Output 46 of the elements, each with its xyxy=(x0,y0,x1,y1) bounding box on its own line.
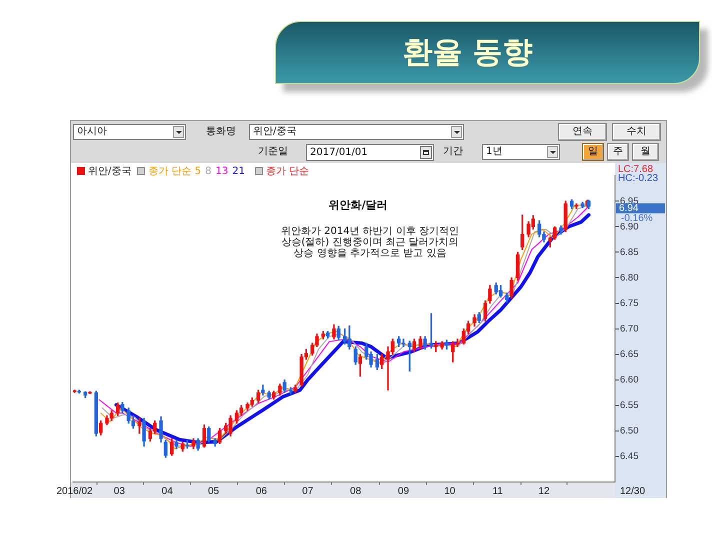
text: 기준일 xyxy=(258,146,288,157)
y-tick-label: 6.65 xyxy=(620,348,638,360)
chart-title: 환율 동향 xyxy=(402,34,533,72)
button: 월 xyxy=(632,143,659,161)
x-tick-label: 10 xyxy=(444,486,456,497)
x-tick-label: 11 xyxy=(492,486,504,497)
text: 통화명 xyxy=(206,126,236,137)
dropdown: 1년 xyxy=(482,144,560,160)
x-tick-label: 2016/02 xyxy=(56,486,94,497)
y-tick-label: 6.75 xyxy=(620,298,638,309)
y-tick-label: 6.80 xyxy=(620,272,638,284)
annotation: 위안화가 2014년 하반기 이후 장기적인 상승(절하) 진행중이며 최근 달러가치의 상승 영향을 추가적으로 받고 있음 xyxy=(280,226,460,260)
text: 13 xyxy=(215,166,228,176)
legend-label: 위안/중국 xyxy=(88,165,132,178)
text: 8 xyxy=(205,166,212,176)
y-tick-label: 6.55 xyxy=(620,400,638,412)
y-tick-label: 6.85 xyxy=(620,246,638,258)
button: 일 xyxy=(582,143,604,161)
text: 위안화/달러 xyxy=(328,198,388,212)
button: 연속 xyxy=(558,123,607,141)
button: 수치 xyxy=(612,123,661,141)
text: 12/30 xyxy=(620,486,646,497)
x-tick-label: 03 xyxy=(114,486,126,497)
annotation: 종가 단순 xyxy=(266,165,310,178)
text: HC:-0.23 xyxy=(618,172,658,184)
text: -0.16% xyxy=(621,212,653,224)
y-tick-label: 6.90 xyxy=(620,221,638,232)
x-tick-label: 04 xyxy=(162,486,174,497)
x-tick-label: 06 xyxy=(256,486,268,497)
y-tick-label: 6.45 xyxy=(620,451,638,462)
y-tick-label: 6.70 xyxy=(620,323,638,334)
dropdown: 위안/중국 xyxy=(249,124,464,140)
x-tick-label: 05 xyxy=(208,486,220,497)
y-tick-label: 6.60 xyxy=(620,374,638,386)
y-tick-label: 6.50 xyxy=(620,426,638,437)
date-field: 2017/01/01 xyxy=(306,144,434,161)
text: 종가 단순 5 xyxy=(148,165,202,178)
x-tick-label: 12 xyxy=(538,486,550,497)
x-tick-label: 07 xyxy=(302,486,314,497)
x-tick-label: 09 xyxy=(398,486,410,497)
text: 21 xyxy=(232,166,245,176)
dropdown: 아시아 xyxy=(73,124,186,140)
button: 주 xyxy=(607,143,629,161)
text: LC:7.68 xyxy=(618,164,654,175)
text: 기간 xyxy=(443,146,463,157)
x-tick-label: 08 xyxy=(350,486,362,497)
